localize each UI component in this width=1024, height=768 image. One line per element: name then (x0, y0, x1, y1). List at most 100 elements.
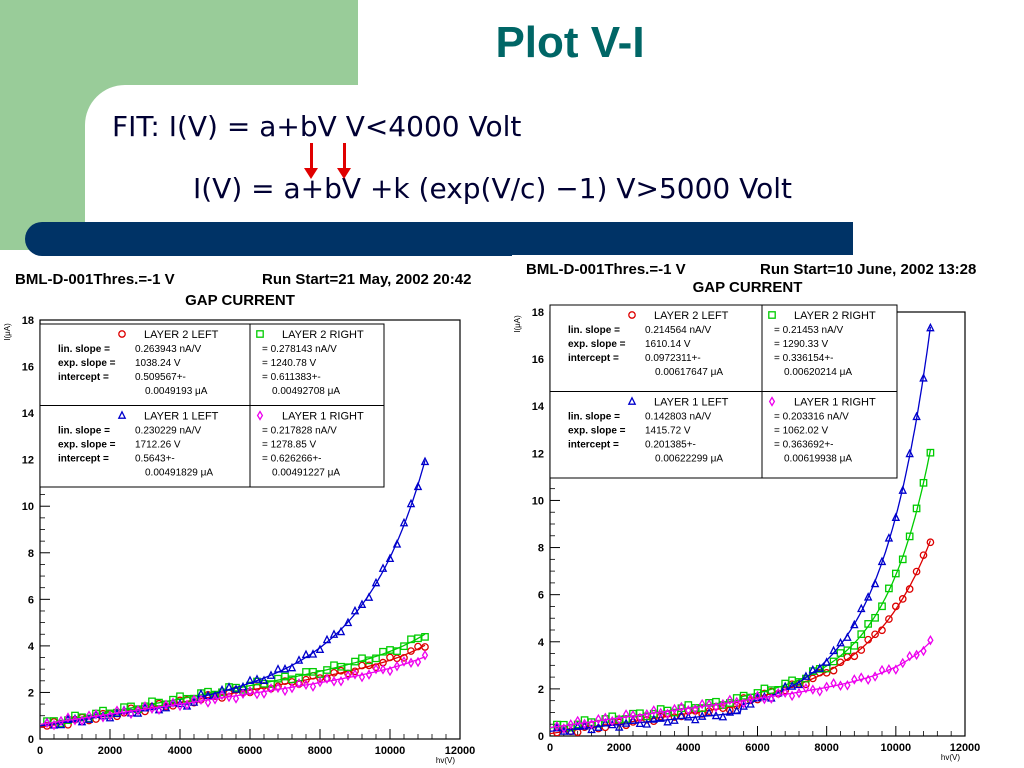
legend-param-value: 0.00491829 μA (145, 468, 213, 479)
y-tick-label: 10 (532, 495, 544, 507)
data-point (705, 699, 713, 710)
data-point (733, 696, 740, 708)
x-tick-label: 2000 (607, 742, 631, 754)
data-point (775, 688, 782, 699)
data-point (926, 538, 935, 547)
data-point (246, 685, 254, 697)
data-point (323, 673, 331, 685)
data-point (685, 705, 692, 716)
y-tick-label: 18 (532, 307, 544, 319)
legend-param-label: lin. slope = (568, 325, 620, 336)
fit-formula-exponential: I(V) = a+bV +k (exp(V/c) −1) V>5000 Volt (193, 172, 793, 205)
data-point (816, 686, 823, 697)
data-point (378, 563, 388, 572)
data-point (85, 710, 93, 721)
data-point (664, 708, 671, 720)
data-point (643, 708, 650, 720)
data-point (614, 722, 624, 731)
data-point (141, 701, 149, 712)
data-point (891, 602, 900, 611)
data-point (281, 685, 289, 697)
legend-layer-1-left: LAYER 1 LEFT lin. slope = exp. slope = inte… (568, 396, 729, 465)
y-tick-label: 2 (28, 687, 34, 699)
legend-param-value: = 0.626266+- (262, 454, 322, 465)
data-point (871, 613, 879, 622)
data-point (176, 700, 184, 712)
data-point (588, 718, 595, 730)
data-point (92, 708, 100, 720)
legend-layer-2-left: LAYER 2 LEFT lin. slope = exp. slope = inte… (58, 329, 219, 397)
data-point (372, 663, 380, 675)
data-point (231, 684, 241, 693)
legend-param-label: intercept = (568, 440, 619, 451)
data-point (169, 697, 177, 709)
data-point (587, 724, 596, 734)
y-tick-label: 16 (22, 362, 34, 374)
data-point (57, 715, 65, 727)
data-point (371, 577, 381, 587)
x-tick-label: 4000 (168, 745, 192, 757)
x-tick-label: 8000 (308, 745, 332, 757)
legend-param-value: 0.00617647 μA (655, 367, 723, 378)
data-point (155, 704, 163, 715)
x-tick-label: 6000 (745, 742, 769, 754)
data-point (266, 670, 276, 679)
data-point (898, 555, 907, 564)
legend-param-value: = 0.203316 nA/V (774, 412, 849, 423)
x-tick-label: 10000 (881, 742, 912, 754)
data-point (329, 629, 339, 638)
legend-layer-1-right: LAYER 1 RIGHT = 0.217828 nA/V = 1278.85 V =… (256, 410, 364, 479)
y-tick-label: 10 (22, 501, 34, 513)
data-point (364, 592, 374, 601)
data-point (280, 663, 290, 673)
data-point (851, 674, 858, 685)
data-point (302, 679, 310, 691)
data-point (753, 689, 762, 697)
y-tick-label: 4 (538, 637, 545, 649)
data-point (133, 708, 143, 717)
data-point (919, 373, 928, 382)
data-point (386, 665, 394, 677)
legend-param-label: intercept = (58, 372, 109, 383)
data-point (267, 683, 275, 694)
y-tick-label: 12 (22, 455, 34, 467)
legend-param-value: 1415.72 V (645, 426, 691, 437)
legend-param-value: = 1240.78 V (262, 358, 317, 369)
data-point (420, 456, 430, 466)
data-point (567, 719, 574, 730)
series-layer-1-right (550, 635, 934, 734)
y-axis-label: I(μA) (513, 315, 522, 333)
data-point (622, 715, 630, 723)
x-tick-label: 6000 (238, 745, 262, 757)
legend-marker (256, 330, 264, 338)
x-tick-label: 0 (37, 745, 43, 757)
legend-marker (256, 410, 264, 421)
data-point (905, 585, 914, 593)
legend-param-value: 0.00492708 μA (272, 386, 340, 397)
data-point (56, 719, 66, 729)
data-point (697, 711, 707, 720)
data-point (649, 714, 659, 723)
data-point (843, 632, 852, 641)
legend-param-value: 0.509567+- (135, 372, 186, 383)
data-point (663, 716, 672, 726)
data-point (574, 715, 581, 727)
gap-current-chart-june: BML-D-001Thres.=-1 V Run Start=10 June, 2… (513, 261, 981, 762)
data-point (99, 712, 107, 723)
data-point (684, 711, 693, 721)
data-point (148, 703, 156, 714)
legend-param-value: = 0.336154+- (774, 353, 834, 364)
data-point (350, 605, 360, 615)
fit-formula-linear: FIT: I(V) = a+bV V<4000 Volt (112, 110, 522, 143)
x-tick-label: 12000 (950, 742, 981, 754)
data-point (560, 723, 567, 734)
legend-param-value: 0.0049193 μA (145, 386, 208, 397)
data-point (252, 674, 262, 683)
data-point (43, 717, 51, 729)
legend-marker (627, 396, 637, 405)
data-point (877, 556, 887, 566)
data-point (671, 703, 678, 715)
data-point (857, 646, 866, 654)
data-point (863, 592, 873, 601)
legend-param-label: exp. slope = (568, 426, 626, 437)
